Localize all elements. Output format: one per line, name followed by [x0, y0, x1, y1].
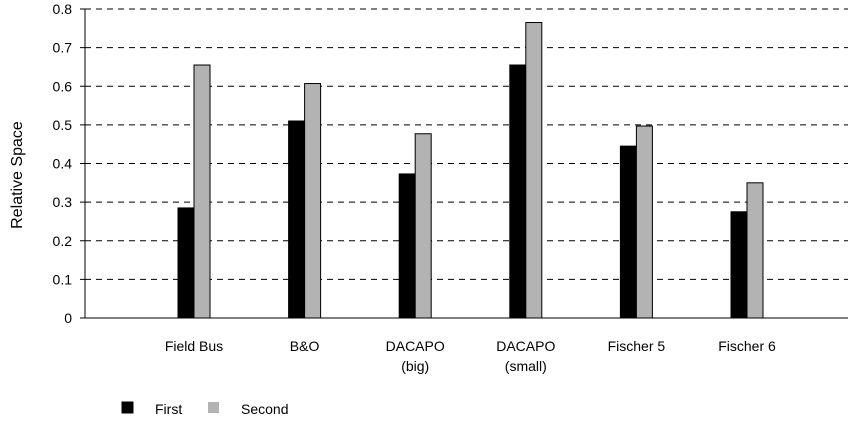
x-category-label: Fischer 5: [608, 338, 666, 354]
bar-second: [747, 183, 763, 318]
legend: First Second: [122, 401, 288, 417]
x-category-label: DACAPO: [386, 338, 445, 354]
y-tick-label: 0.1: [53, 271, 73, 287]
bar-second: [526, 23, 542, 318]
bar-second: [194, 65, 210, 318]
bar-first: [510, 65, 526, 318]
bar-second: [636, 126, 652, 318]
legend-swatch-first: [122, 402, 133, 413]
y-tick-label: 0.3: [53, 194, 73, 210]
y-tick-label: 0.6: [53, 78, 73, 94]
bar-second: [305, 84, 321, 318]
y-axis-title: Relative Space: [9, 121, 26, 229]
x-category-label: (big): [401, 358, 429, 374]
y-tick-label: 0.7: [53, 40, 73, 56]
y-tick-labels: 0 0.1 0.2 0.3 0.4 0.5 0.6 0.7 0.8: [53, 1, 73, 326]
bar-first: [178, 208, 194, 318]
bar-second: [415, 134, 431, 318]
bar-first: [399, 174, 415, 318]
x-category-label: DACAPO: [496, 338, 555, 354]
y-tick-label: 0.5: [53, 117, 73, 133]
legend-label-second: Second: [241, 401, 288, 417]
bar-first: [289, 121, 305, 318]
x-category-label: B&O: [290, 338, 320, 354]
bar-first: [731, 212, 747, 318]
legend-swatch-second: [208, 402, 219, 413]
y-tick-label: 0.2: [53, 233, 73, 249]
x-category-label: Fischer 6: [718, 338, 776, 354]
x-category-label: Field Bus: [165, 338, 223, 354]
bar-first: [620, 146, 636, 318]
y-tick-label: 0.8: [53, 1, 73, 17]
x-category-labels: Field Bus B&O DACAPO (big) DACAPO (small) Fisc…: [165, 338, 776, 374]
y-tick-label: 0.4: [53, 156, 73, 172]
x-category-label: (small): [505, 358, 547, 374]
legend-label-first: First: [155, 401, 182, 417]
y-tick-label: 0: [64, 310, 72, 326]
bars: [178, 23, 763, 318]
